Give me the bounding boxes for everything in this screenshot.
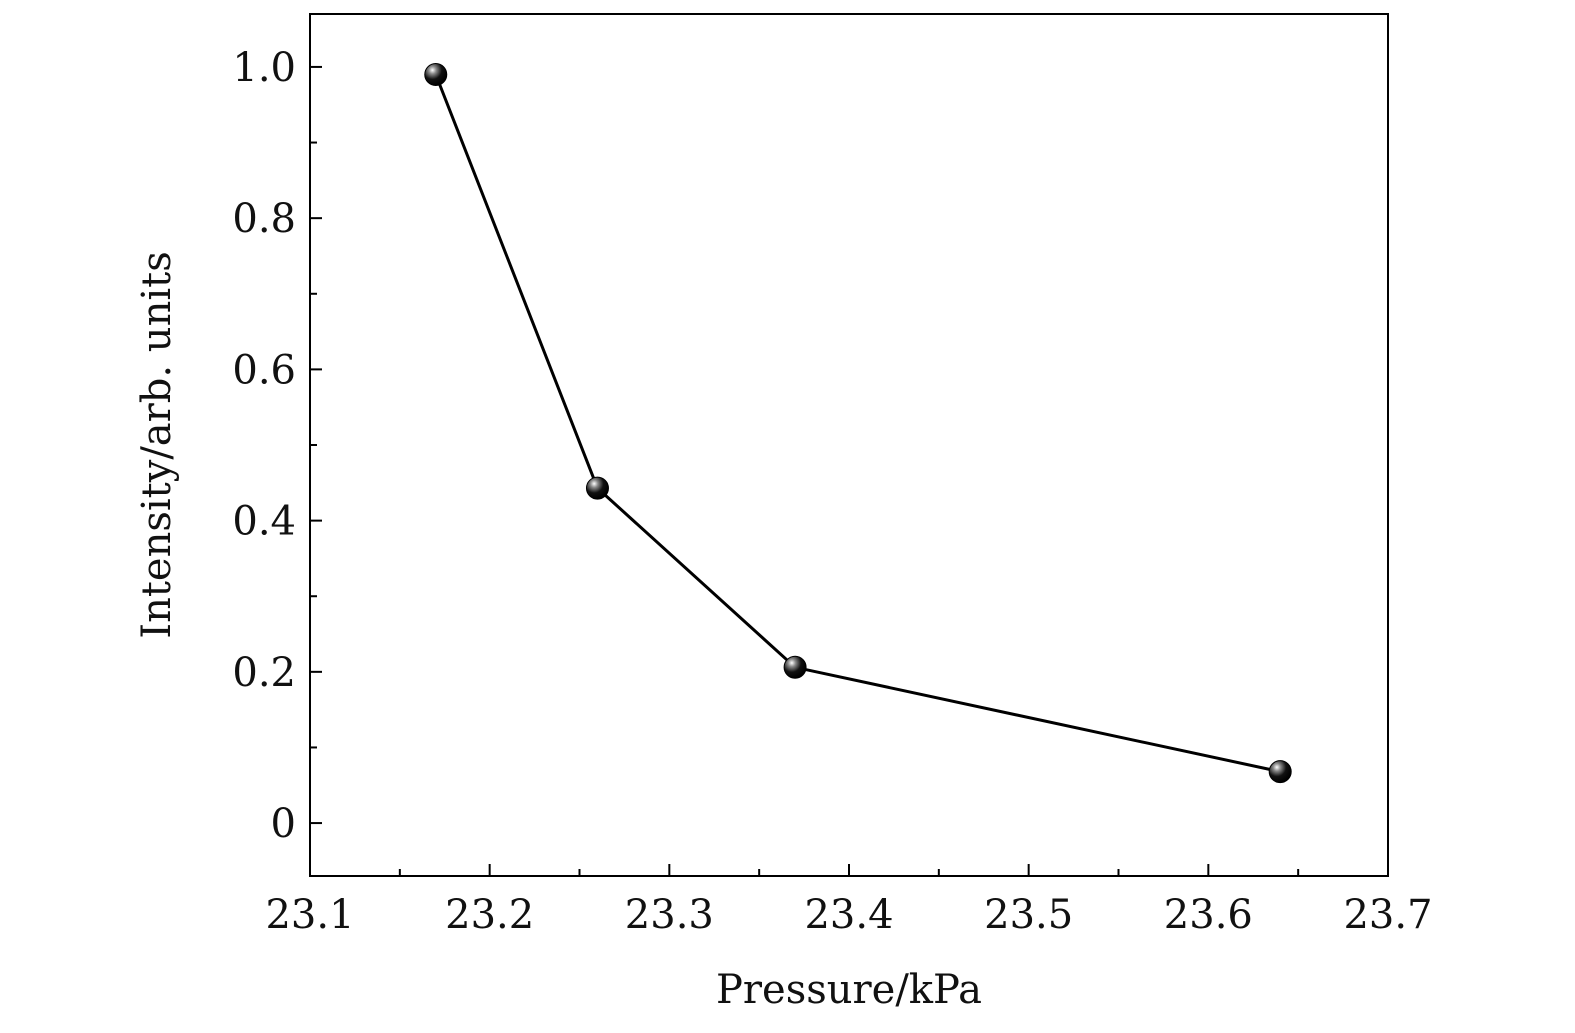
y-tick-label: 1.0 <box>232 45 296 91</box>
y-tick-label: 0 <box>271 801 296 847</box>
data-point <box>585 476 609 500</box>
data-point <box>783 655 807 679</box>
x-tick-label: 23.1 <box>265 892 354 938</box>
y-axis-label: Intensity/arb. units <box>134 251 180 638</box>
x-axis-label: Pressure/kPa <box>716 967 982 1013</box>
x-tick-label: 23.5 <box>984 892 1073 938</box>
data-point <box>424 62 448 86</box>
y-tick-label: 0.2 <box>232 650 296 696</box>
x-tick-label: 23.2 <box>445 892 534 938</box>
x-tick-label: 23.7 <box>1343 892 1432 938</box>
x-tick-label: 23.3 <box>625 892 714 938</box>
series-line <box>434 73 1281 774</box>
x-tick-label: 23.4 <box>804 892 893 938</box>
x-tick-label: 23.6 <box>1164 892 1253 938</box>
data-point <box>1268 760 1292 784</box>
plot-frame <box>309 13 1389 877</box>
y-tick-label: 0.8 <box>232 196 296 242</box>
y-tick-label: 0.4 <box>232 499 296 545</box>
y-tick-label: 0.6 <box>232 347 296 393</box>
